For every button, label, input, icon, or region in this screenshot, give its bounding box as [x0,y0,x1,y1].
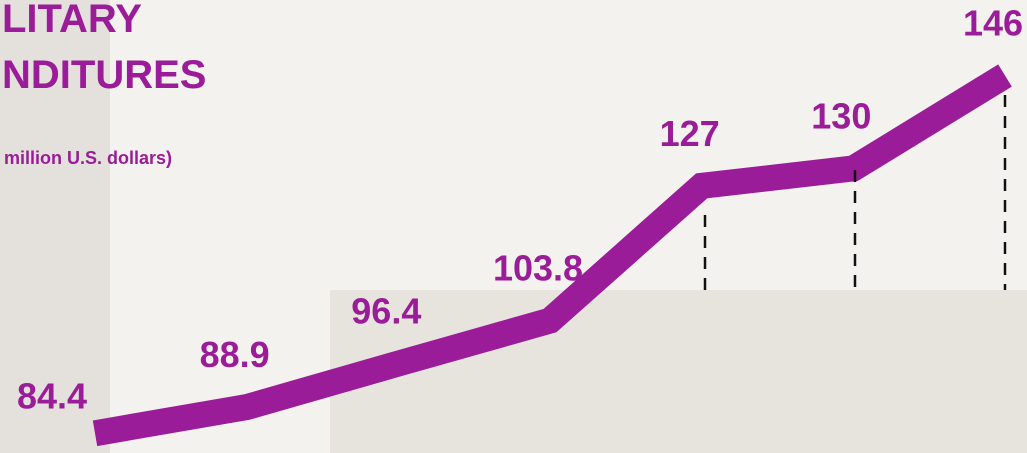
value-label: 127 [660,113,720,154]
chart-title: LITARY [2,0,142,41]
chart-title: NDITURES [2,53,206,97]
page: LITARY NDITURES million U.S. dollars) 84… [0,0,1027,453]
value-label: 103.8 [493,248,583,289]
value-label: 88.9 [200,334,270,375]
chart-subtitle: million U.S. dollars) [4,148,172,168]
text-backdrop [330,290,1027,453]
value-label: 84.4 [17,375,87,416]
value-label: 130 [811,95,871,136]
chart: LITARY NDITURES million U.S. dollars) 84… [0,0,1027,453]
value-label: 146 [963,3,1023,44]
value-label: 96.4 [351,291,421,332]
